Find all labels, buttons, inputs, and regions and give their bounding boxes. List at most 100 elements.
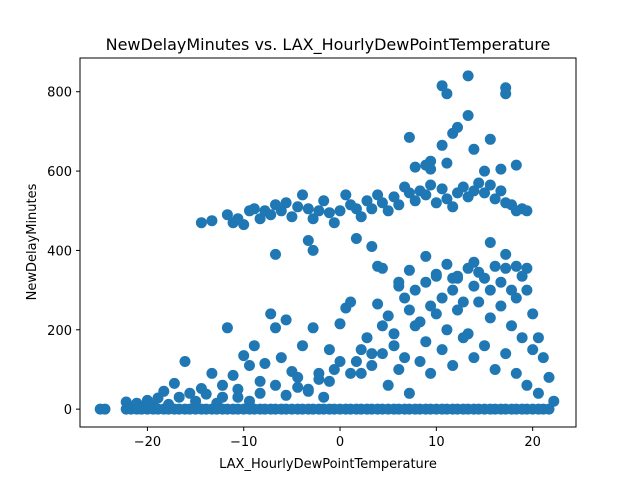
scatter-point xyxy=(500,262,512,274)
scatter-point xyxy=(521,284,533,296)
scatter-point xyxy=(484,179,496,191)
scatter-point xyxy=(468,352,480,364)
scatter-point xyxy=(506,284,517,296)
scatter-point xyxy=(409,195,421,207)
scatter-point xyxy=(254,213,266,225)
scatter-point xyxy=(403,387,415,399)
scatter-point xyxy=(334,205,346,217)
scatter-point xyxy=(489,364,501,375)
scatter-point xyxy=(238,350,250,362)
scatter-point xyxy=(345,367,357,379)
scatter-point xyxy=(323,344,335,356)
scatter-point xyxy=(372,189,384,201)
scatter-point xyxy=(500,348,512,360)
y-tick-label: 200 xyxy=(47,324,72,339)
scatter-point xyxy=(436,344,448,356)
scatter-point xyxy=(468,185,480,197)
scatter-point xyxy=(168,377,180,389)
scatter-point xyxy=(221,322,233,334)
scatter-point xyxy=(393,364,405,375)
scatter-point xyxy=(200,388,212,400)
scatter-point xyxy=(313,367,325,379)
scatter-point xyxy=(409,161,421,173)
scatter-point xyxy=(425,300,437,312)
scatter-point xyxy=(292,381,304,393)
scatter-point xyxy=(516,270,528,282)
scatter-point xyxy=(484,133,496,145)
scatter-point xyxy=(265,209,277,221)
scatter-point xyxy=(350,356,362,367)
scatter-point xyxy=(345,296,357,308)
scatter-point xyxy=(425,367,437,379)
scatter-point xyxy=(376,197,388,209)
scatter-point xyxy=(195,217,207,229)
scatter-point xyxy=(361,195,373,207)
scatter-point xyxy=(457,181,469,193)
scatter-point xyxy=(184,387,196,399)
x-tick-label: 0 xyxy=(336,435,344,450)
scatter-point xyxy=(510,159,522,171)
scatter-point xyxy=(436,292,448,304)
scatter-point xyxy=(452,270,463,282)
x-axis-label: LAX_HourlyDewPointTemperature xyxy=(219,457,437,472)
scatter-point xyxy=(302,203,314,215)
scatter-point xyxy=(409,320,421,332)
scatter-point xyxy=(270,248,281,260)
scatter-point xyxy=(173,391,185,403)
scatter-point xyxy=(543,371,555,383)
scatter-point xyxy=(244,360,255,371)
scatter-point xyxy=(355,211,367,223)
scatter-point xyxy=(430,197,442,209)
scatter-point xyxy=(500,88,512,100)
scatter-point xyxy=(297,189,308,201)
scatter-point xyxy=(473,177,485,189)
scatter-point xyxy=(425,163,437,175)
scatter-point xyxy=(297,340,308,352)
scatter-point xyxy=(388,191,400,203)
scatter-point xyxy=(302,235,314,246)
scatter-point xyxy=(350,203,362,215)
scatter-point xyxy=(543,403,555,415)
scatter-point xyxy=(227,369,239,381)
scatter-point xyxy=(179,356,191,367)
scatter-point xyxy=(495,276,507,288)
scatter-point xyxy=(452,304,463,316)
scatter-point xyxy=(372,298,384,310)
scatter-point xyxy=(248,340,260,352)
scatter-point xyxy=(484,312,496,324)
x-axis-ticks: −20 −10 0 10 20 xyxy=(134,427,541,450)
plot-frame xyxy=(79,57,577,428)
scatter-point xyxy=(206,215,218,227)
scatter-point xyxy=(468,280,480,292)
scatter-point xyxy=(318,391,330,403)
scatter-point xyxy=(334,356,346,367)
scatter-point xyxy=(366,360,378,371)
scatter-point xyxy=(420,336,432,348)
scatter-point xyxy=(521,262,533,274)
scatter-point xyxy=(420,276,432,288)
scatter-point xyxy=(318,195,330,207)
scatter-point xyxy=(457,332,469,344)
scatter-point xyxy=(420,250,432,262)
scatter-point xyxy=(473,296,485,308)
x-tick-label: −20 xyxy=(134,435,161,450)
scatter-point xyxy=(479,187,490,199)
scatter-point xyxy=(323,207,335,219)
scatter-point xyxy=(265,308,277,320)
scatter-point xyxy=(436,139,448,151)
scatter-point xyxy=(376,348,388,360)
scatter-point xyxy=(510,367,522,379)
scatter-point xyxy=(441,193,453,205)
scatter-point xyxy=(425,155,437,167)
scatter-point xyxy=(238,219,250,231)
scatter-point xyxy=(328,217,340,229)
scatter-point xyxy=(259,358,271,369)
y-axis-ticks: 0 200 400 600 800 xyxy=(47,86,80,418)
scatter-point xyxy=(436,80,448,92)
scatter-point xyxy=(313,205,325,217)
scatter-point xyxy=(382,205,394,217)
scatter-point xyxy=(479,340,490,352)
scatter-point xyxy=(292,371,304,383)
scatter-point xyxy=(484,237,496,248)
scatter-point xyxy=(403,264,415,276)
